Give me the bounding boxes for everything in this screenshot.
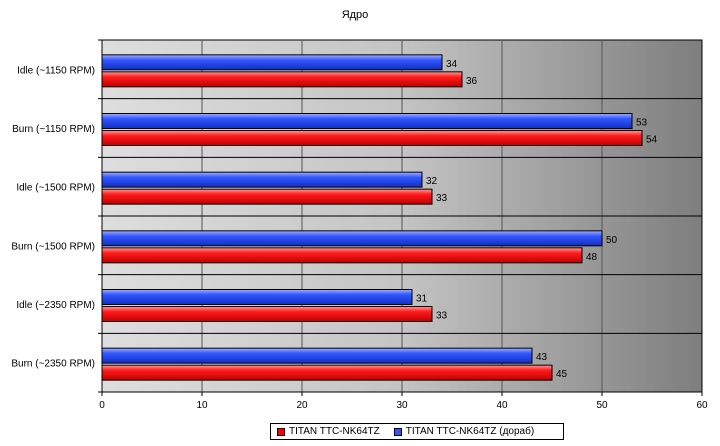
legend: TITAN TTC-NK64TZ TITAN TTC-NK64TZ (дораб… xyxy=(270,423,564,440)
legend-label-series-2: TITAN TTC-NK64TZ (дораб) xyxy=(405,426,535,437)
data-label: 53 xyxy=(636,118,648,129)
bar-series-1 xyxy=(101,247,583,264)
bar-series-1 xyxy=(101,364,553,381)
data-label: 48 xyxy=(586,252,598,263)
bar-series-2 xyxy=(101,289,413,305)
bars xyxy=(101,54,643,381)
axes xyxy=(98,39,703,396)
data-label: 32 xyxy=(426,176,438,187)
x-tick-label: 20 xyxy=(296,400,308,411)
data-label: 33 xyxy=(436,193,448,204)
bar-series-2 xyxy=(101,171,423,188)
bar-series-1 xyxy=(101,130,643,146)
data-label: 34 xyxy=(446,59,458,70)
data-label: 45 xyxy=(556,369,568,380)
bar-series-2 xyxy=(101,230,603,247)
category-label: Burn (~1500 RPM) xyxy=(11,241,95,252)
data-label: 33 xyxy=(436,311,448,322)
data-label: 43 xyxy=(536,352,548,363)
category-label: Idle (~2350 RPM) xyxy=(16,300,95,311)
bar-series-2 xyxy=(101,347,533,364)
legend-swatch-blue xyxy=(393,427,402,436)
category-label: Idle (~1150 RPM) xyxy=(17,65,95,76)
legend-item-series-2: TITAN TTC-NK64TZ (дораб) xyxy=(393,426,535,437)
bar-series-1 xyxy=(101,188,433,205)
bar-series-2 xyxy=(101,113,633,129)
bar-series-2 xyxy=(101,54,443,71)
x-tick-label: 10 xyxy=(196,400,208,411)
data-labels: 34 36 53 54 32 33 50 48 31 33 43 45 xyxy=(416,59,658,380)
chart-title: Ядро xyxy=(342,9,369,21)
bar-series-1 xyxy=(101,71,463,88)
x-tick-labels: 0 10 20 30 40 50 60 xyxy=(99,400,708,411)
category-labels: Idle (~1150 RPM) Burn (~1150 RPM) Idle (~1… xyxy=(11,65,95,369)
x-tick-label: 30 xyxy=(396,400,408,411)
x-tick-label: 0 xyxy=(99,400,105,411)
x-tick-label: 50 xyxy=(596,400,608,411)
category-label: Burn (~1150 RPM) xyxy=(12,124,95,135)
category-label: Idle (~1500 RPM) xyxy=(16,183,95,194)
x-tick-label: 60 xyxy=(696,400,708,411)
legend-label-series-1: TITAN TTC-NK64TZ xyxy=(289,426,380,437)
data-label: 50 xyxy=(606,235,618,246)
bar-series-1 xyxy=(101,306,433,322)
data-label: 54 xyxy=(646,135,658,146)
legend-item-series-1: TITAN TTC-NK64TZ xyxy=(277,426,380,437)
data-label: 36 xyxy=(466,76,478,87)
gridlines xyxy=(102,40,702,392)
legend-swatch-red xyxy=(277,427,285,436)
data-label: 31 xyxy=(416,294,428,305)
x-tick-label: 40 xyxy=(496,400,508,411)
category-label: Burn (~2350 RPM) xyxy=(11,359,95,370)
